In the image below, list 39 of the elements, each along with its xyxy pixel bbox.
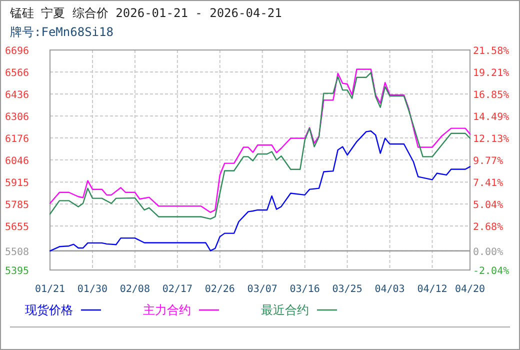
y-tick-label: 6436 [5, 90, 30, 101]
y2-tick-label: 21.58% [473, 46, 510, 57]
y2-tick-label: 16.85% [473, 90, 510, 102]
y2-tick-label: 5.04% [473, 200, 504, 212]
y-tick-label: 5655 [5, 222, 30, 234]
subtitle: 牌号:FeMn68Si18 [10, 25, 114, 39]
y-tick-label: 5785 [5, 200, 30, 212]
x-tick-label: 03/16 [290, 284, 320, 295]
x-tick-label: 02/26 [204, 284, 235, 295]
x-tick-label: 02/17 [162, 284, 192, 295]
y-tick-label: 6046 [5, 156, 30, 167]
y-tick-label: 5395 [5, 266, 30, 277]
legend-label: 最近合约 [261, 303, 309, 317]
line-series [49, 130, 471, 252]
y2-tick-label: -2.04% [473, 266, 510, 277]
y2-tick-label: 0.00% [473, 247, 504, 258]
x-tick-label: 04/12 [417, 284, 448, 295]
title: 锰硅 宁夏 综合价 2026-01-21 - 2026-04-21 [10, 6, 282, 20]
y2-tick-label: 9.77% [473, 156, 504, 167]
y2-tick-label: 14.49% [473, 112, 510, 124]
x-tick-label: 03/07 [247, 284, 278, 295]
x-tick-label: 04/20 [454, 284, 486, 295]
y2-tick-label: 12.13% [473, 134, 510, 146]
y-tick-label: 6176 [5, 134, 30, 145]
y-tick-label: 5915 [5, 178, 30, 190]
y-tick-label: 5508 [5, 246, 30, 258]
y2-tick-label: 2.68% [473, 222, 504, 234]
y-tick-label: 6566 [5, 68, 30, 79]
x-tick-label: 04/03 [374, 284, 405, 295]
y2-tick-label: 19.21% [473, 68, 510, 80]
y2-tick-label: 7.41% [473, 178, 504, 189]
legend-label: 现货价格 [25, 303, 73, 317]
legend-label: 主力合约 [143, 303, 191, 317]
y-tick-label: 6306 [5, 112, 30, 123]
x-tick-label: 03/25 [332, 284, 362, 295]
x-tick-label: 01/21 [34, 284, 66, 295]
y-tick-label: 6696 [5, 46, 30, 57]
x-tick-label: 02/08 [120, 284, 150, 295]
x-tick-label: 01/30 [77, 284, 108, 295]
